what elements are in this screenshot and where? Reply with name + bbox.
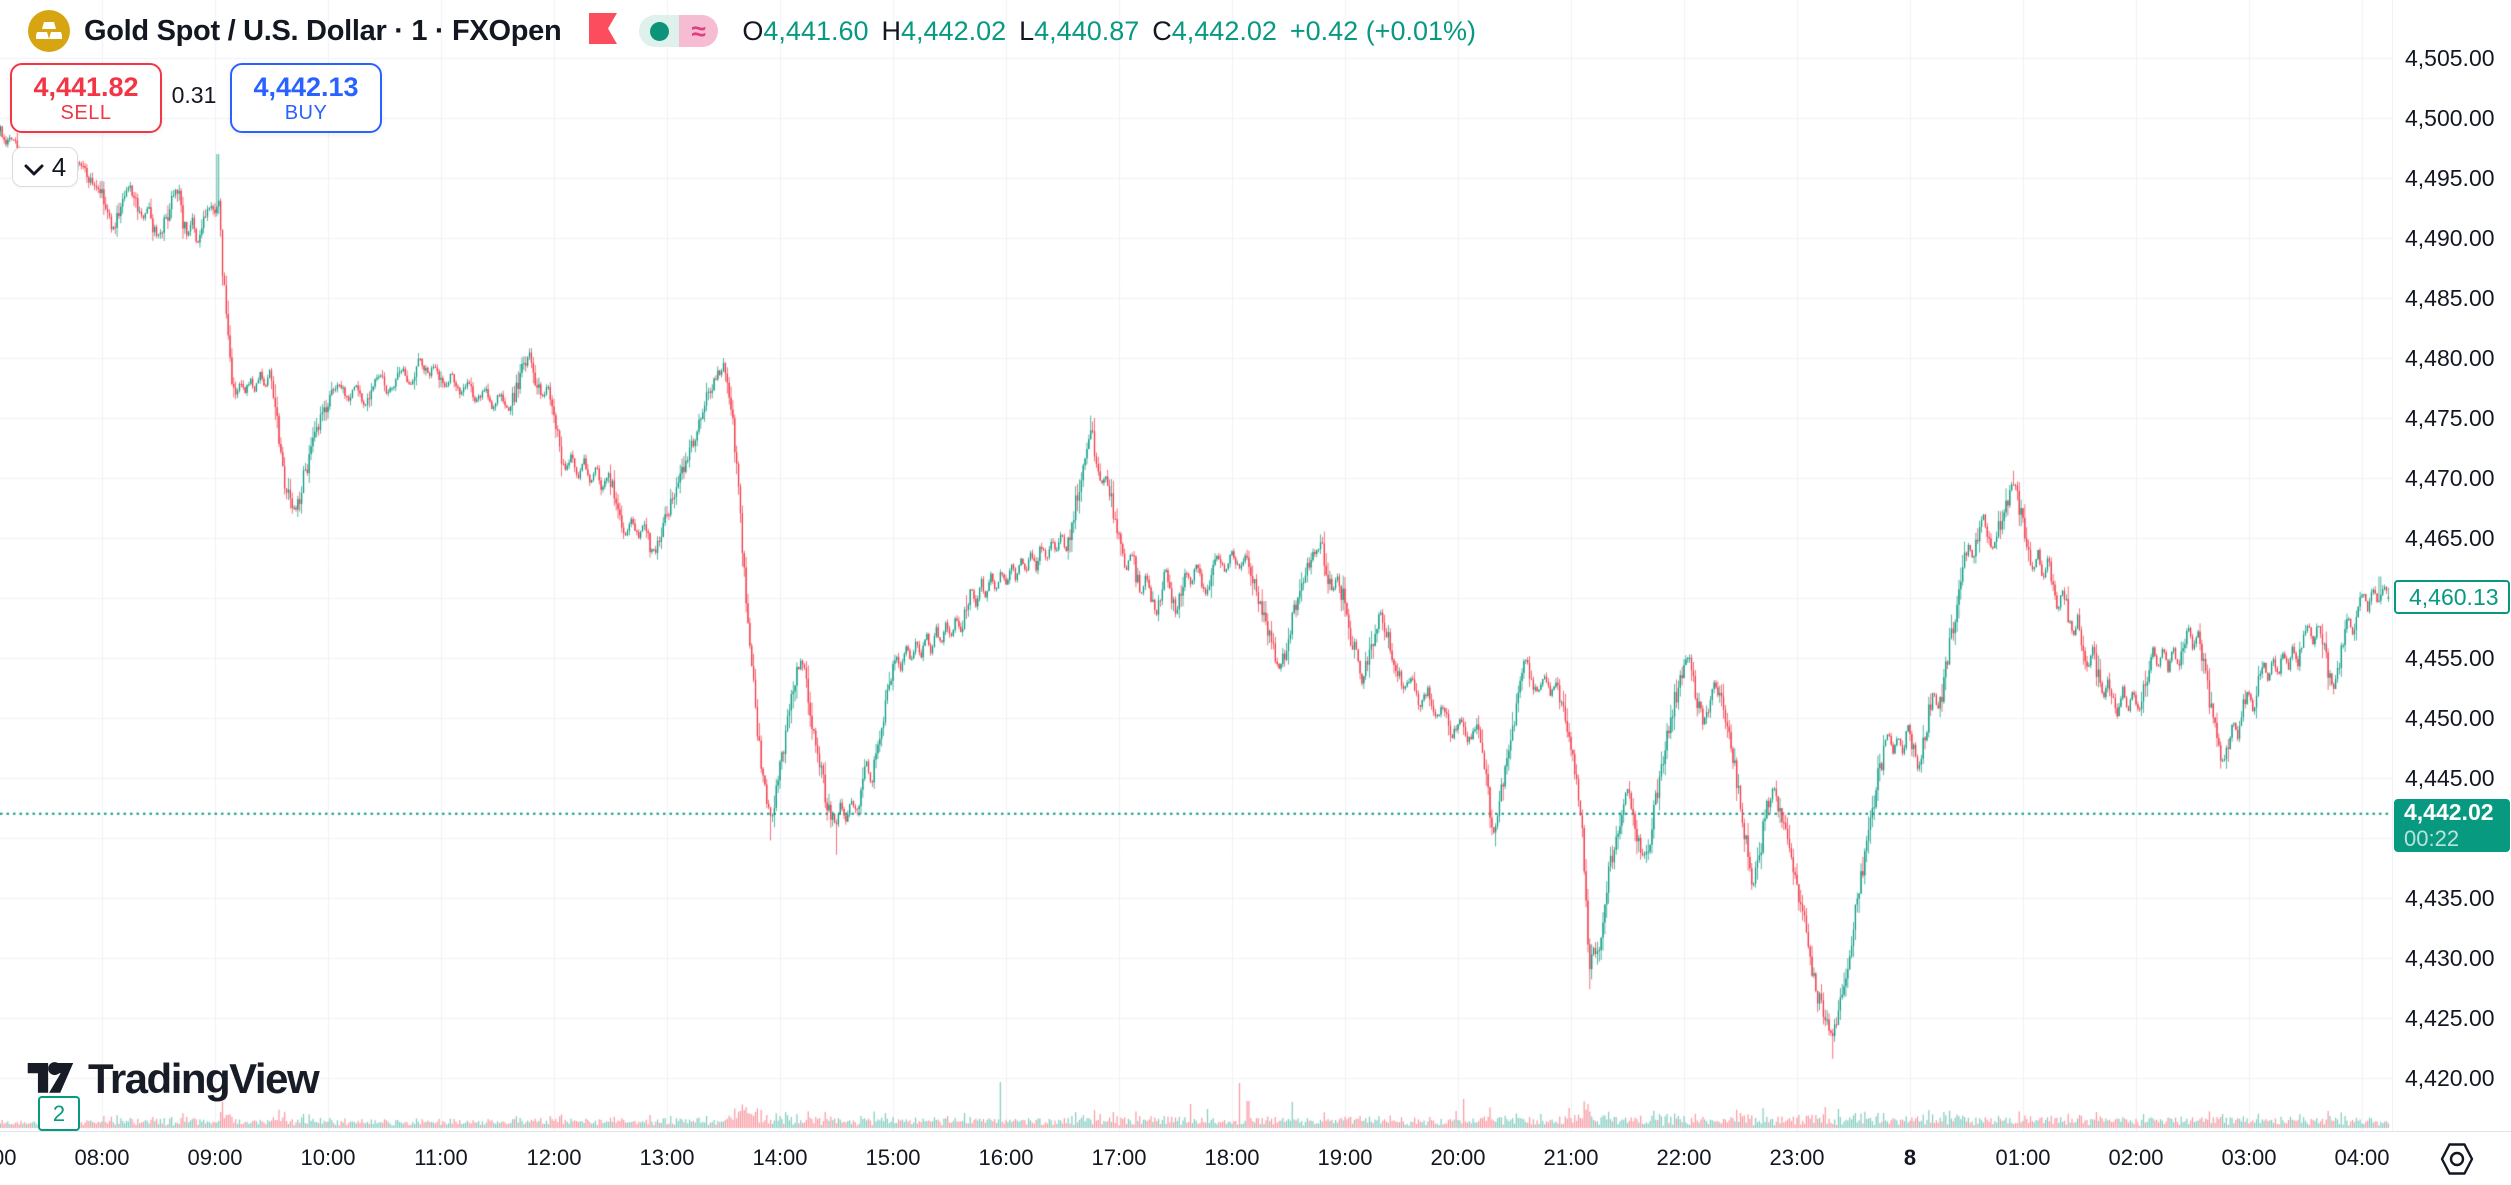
open-label: O xyxy=(742,15,764,46)
time-axis-label: 07:00 xyxy=(0,1145,17,1170)
sell-label: SELL xyxy=(60,101,112,124)
price-axis-tick: 4,480.00 xyxy=(2405,345,2495,371)
buy-label: BUY xyxy=(284,101,328,124)
sell-button[interactable]: 4,441.82 SELL xyxy=(10,63,162,133)
time-axis-label: 04:00 xyxy=(2334,1145,2390,1170)
time-axis[interactable]: 07:00 08:00 09:00 10:00 11:00 12:00 13:00 14:00… xyxy=(0,1131,2511,1185)
object-tree-count: 4 xyxy=(51,151,67,182)
low-label: L xyxy=(1019,15,1035,46)
gold-bars-icon xyxy=(28,10,70,52)
market-status-toggle[interactable]: ≈ xyxy=(639,15,719,47)
time-axis-date-label: 8 xyxy=(1903,1145,1917,1170)
price-axis-tick: 4,455.00 xyxy=(2405,645,2495,671)
low-value: 4,440.87 xyxy=(1034,15,1140,46)
symbol-title[interactable]: Gold Spot / U.S. Dollar · 1 · FXOpen xyxy=(84,14,562,47)
tradingview-logo-icon xyxy=(24,1050,76,1107)
flag-icon[interactable] xyxy=(587,13,619,49)
price-axis-tick: 4,425.00 xyxy=(2405,1005,2495,1031)
delayed-data-icon: ≈ xyxy=(678,15,719,47)
time-axis-label: 03:00 xyxy=(2221,1145,2277,1170)
time-axis-label: 01:00 xyxy=(1995,1145,2051,1170)
price-axis-tick: 4,420.00 xyxy=(2405,1065,2495,1091)
open-value: 4,441.60 xyxy=(763,15,869,46)
ohlc-readout: O 4,441.60 H 4,442.02 L 4,440.87 C 4,442.02 … xyxy=(742,16,1476,47)
tradingview-watermark: TradingView xyxy=(24,1050,320,1107)
current-price-countdown-label: 4,442.02 00:22 xyxy=(2394,798,2510,852)
time-axis-label: 11:00 xyxy=(414,1145,468,1170)
current-price-value: 4,442.02 xyxy=(2404,799,2494,826)
price-axis-tick: 4,485.00 xyxy=(2405,285,2495,311)
high-value: 4,442.02 xyxy=(901,15,1007,46)
price-axis-tick: 4,490.00 xyxy=(2405,225,2495,251)
price-axis-tick: 4,450.00 xyxy=(2405,705,2495,731)
time-axis-label: 15:00 xyxy=(865,1145,921,1170)
time-axis-label: 13:00 xyxy=(639,1145,695,1170)
time-axis-label: 18:00 xyxy=(1204,1145,1260,1170)
bar-countdown: 00:22 xyxy=(2404,825,2460,851)
time-axis-label: 14:00 xyxy=(752,1145,808,1170)
time-axis-label: 19:00 xyxy=(1317,1145,1373,1170)
price-axis-tick: 4,470.00 xyxy=(2405,465,2495,491)
time-axis-label: 08:00 xyxy=(74,1145,130,1170)
time-axis-label: 20:00 xyxy=(1430,1145,1486,1170)
price-axis-tick: 4,445.00 xyxy=(2405,765,2495,791)
change-value: +0.42 (+0.01%) xyxy=(1289,15,1477,46)
realtime-dot-icon xyxy=(639,15,679,47)
time-axis-settings-hexagon-icon[interactable] xyxy=(2440,1141,2474,1177)
time-axis-label: 10:00 xyxy=(300,1145,356,1170)
price-axis-tick: 4,435.00 xyxy=(2405,885,2495,911)
time-axis-label: 02:00 xyxy=(2108,1145,2164,1170)
price-axis-tick: 4,495.00 xyxy=(2405,165,2495,191)
price-axis-tick: 4,505.00 xyxy=(2405,45,2495,71)
close-label: C xyxy=(1152,15,1172,46)
chart-header: Gold Spot / U.S. Dollar · 1 · FXOpen ≈ O… xyxy=(28,8,1476,54)
tradingview-logo-text: TradingView xyxy=(88,1054,320,1102)
buy-button[interactable]: 4,442.13 BUY xyxy=(230,63,382,133)
price-axis-tick: 4,465.00 xyxy=(2405,525,2495,551)
time-axis-label: 17:00 xyxy=(1091,1145,1147,1170)
time-axis-label: 09:00 xyxy=(187,1145,243,1170)
chevron-down-icon xyxy=(24,152,44,183)
time-axis-label: 22:00 xyxy=(1656,1145,1712,1170)
spread-value: 0.31 xyxy=(171,81,217,108)
time-axis-label: 12:00 xyxy=(526,1145,582,1170)
time-axis-label: 21:00 xyxy=(1543,1145,1599,1170)
last-price-label: 4,460.13 xyxy=(2394,580,2510,615)
time-axis-label: 23:00 xyxy=(1769,1145,1825,1170)
high-label: H xyxy=(881,15,902,46)
close-value: 4,442.02 xyxy=(1171,15,1277,46)
buy-price: 4,442.13 xyxy=(253,71,359,102)
object-tree-collapse-widget[interactable]: 4 xyxy=(12,147,78,187)
time-axis-label: 16:00 xyxy=(978,1145,1034,1170)
sell-price: 4,441.82 xyxy=(33,71,139,102)
price-axis-tick: 4,430.00 xyxy=(2405,945,2495,971)
price-axis[interactable]: 4,505.00 4,500.00 4,495.00 4,490.00 4,485.00… xyxy=(2392,0,2511,1131)
price-axis-tick: 4,475.00 xyxy=(2405,405,2495,431)
price-axis-tick: 4,500.00 xyxy=(2405,105,2495,131)
volume-indicator-value-badge: 2 xyxy=(38,1096,80,1131)
